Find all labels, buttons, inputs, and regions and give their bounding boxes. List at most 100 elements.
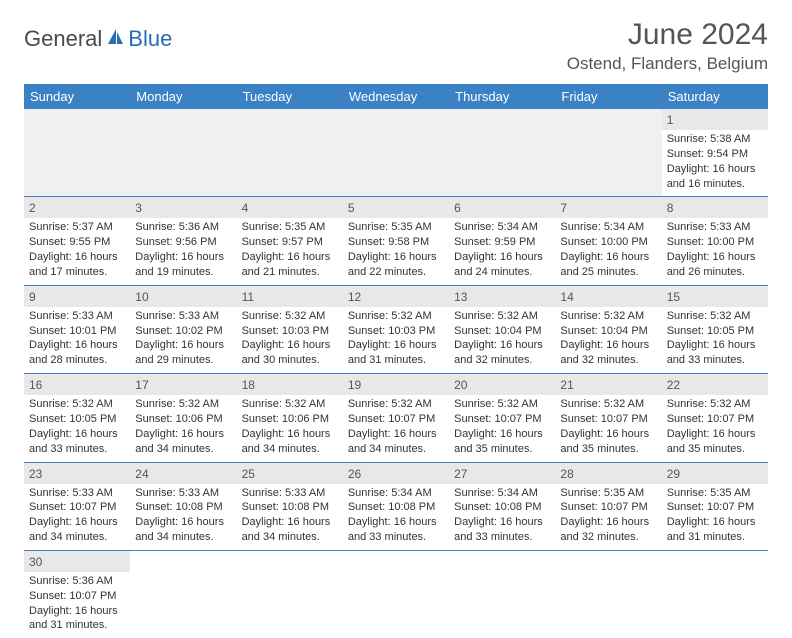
day-cell: 7Sunrise: 5:34 AMSunset: 10:00 PMDayligh… (555, 197, 661, 285)
day-info: Sunrise: 5:32 AMSunset: 10:03 PMDaylight… (348, 309, 444, 368)
day-number: 5 (348, 199, 444, 216)
sunrise-line: Sunrise: 5:37 AM (29, 220, 125, 235)
day-cell: 20Sunrise: 5:32 AMSunset: 10:07 PMDaylig… (449, 374, 555, 462)
daylight-line: Daylight: 16 hours and 31 minutes. (348, 338, 444, 368)
sunrise-line: Sunrise: 5:33 AM (29, 486, 125, 501)
empty-cell (662, 550, 768, 638)
col-header: Thursday (449, 84, 555, 109)
day-number: 23 (29, 465, 125, 482)
day-number: 30 (29, 553, 125, 570)
day-number: 29 (667, 465, 763, 482)
daylight-line: Daylight: 16 hours and 28 minutes. (29, 338, 125, 368)
daylight-line: Daylight: 16 hours and 17 minutes. (29, 250, 125, 280)
sunrise-line: Sunrise: 5:34 AM (454, 486, 550, 501)
empty-cell (237, 550, 343, 638)
empty-cell (130, 109, 236, 197)
day-info: Sunrise: 5:34 AMSunset: 10:08 PMDaylight… (454, 486, 550, 545)
sunset-line: Sunset: 10:02 PM (135, 324, 231, 339)
day-cell: 2Sunrise: 5:37 AMSunset: 9:55 PMDaylight… (24, 197, 130, 285)
empty-cell (343, 550, 449, 638)
title-block: June 2024 Ostend, Flanders, Belgium (567, 18, 768, 74)
week-row: 23Sunrise: 5:33 AMSunset: 10:07 PMDaylig… (24, 462, 768, 550)
day-info: Sunrise: 5:32 AMSunset: 10:06 PMDaylight… (135, 397, 231, 456)
day-info: Sunrise: 5:35 AMSunset: 9:58 PMDaylight:… (348, 220, 444, 279)
daylight-line: Daylight: 16 hours and 32 minutes. (560, 515, 656, 545)
sunset-line: Sunset: 10:00 PM (560, 235, 656, 250)
day-number: 2 (29, 199, 125, 216)
sunset-line: Sunset: 9:54 PM (667, 147, 763, 162)
day-info: Sunrise: 5:32 AMSunset: 10:05 PMDaylight… (29, 397, 125, 456)
day-number: 1 (667, 111, 763, 128)
sunrise-line: Sunrise: 5:34 AM (454, 220, 550, 235)
empty-cell (343, 109, 449, 197)
daylight-line: Daylight: 16 hours and 26 minutes. (667, 250, 763, 280)
col-header: Monday (130, 84, 236, 109)
sunset-line: Sunset: 10:08 PM (454, 500, 550, 515)
sunset-line: Sunset: 10:08 PM (242, 500, 338, 515)
sunset-line: Sunset: 10:07 PM (348, 412, 444, 427)
week-row: 30Sunrise: 5:36 AMSunset: 10:07 PMDaylig… (24, 550, 768, 638)
empty-cell (237, 109, 343, 197)
day-number: 19 (348, 376, 444, 393)
day-number: 21 (560, 376, 656, 393)
sunset-line: Sunset: 9:57 PM (242, 235, 338, 250)
sunset-line: Sunset: 9:56 PM (135, 235, 231, 250)
day-number: 15 (667, 288, 763, 305)
day-cell: 1Sunrise: 5:38 AMSunset: 9:54 PMDaylight… (662, 109, 768, 197)
daylight-line: Daylight: 16 hours and 33 minutes. (454, 515, 550, 545)
sunrise-line: Sunrise: 5:33 AM (29, 309, 125, 324)
col-header: Saturday (662, 84, 768, 109)
day-info: Sunrise: 5:34 AMSunset: 10:00 PMDaylight… (560, 220, 656, 279)
sunset-line: Sunset: 10:07 PM (29, 500, 125, 515)
day-cell: 11Sunrise: 5:32 AMSunset: 10:03 PMDaylig… (237, 285, 343, 373)
day-info: Sunrise: 5:32 AMSunset: 10:07 PMDaylight… (560, 397, 656, 456)
brand-logo: General Blue (24, 18, 172, 52)
daylight-line: Daylight: 16 hours and 34 minutes. (29, 515, 125, 545)
day-cell: 29Sunrise: 5:35 AMSunset: 10:07 PMDaylig… (662, 462, 768, 550)
daylight-line: Daylight: 16 hours and 34 minutes. (135, 515, 231, 545)
day-number: 26 (348, 465, 444, 482)
day-info: Sunrise: 5:36 AMSunset: 9:56 PMDaylight:… (135, 220, 231, 279)
day-cell: 22Sunrise: 5:32 AMSunset: 10:07 PMDaylig… (662, 374, 768, 462)
day-number: 22 (667, 376, 763, 393)
day-info: Sunrise: 5:33 AMSunset: 10:08 PMDaylight… (242, 486, 338, 545)
day-cell: 17Sunrise: 5:32 AMSunset: 10:06 PMDaylig… (130, 374, 236, 462)
day-number: 27 (454, 465, 550, 482)
sunset-line: Sunset: 10:04 PM (560, 324, 656, 339)
day-info: Sunrise: 5:32 AMSunset: 10:05 PMDaylight… (667, 309, 763, 368)
day-cell: 4Sunrise: 5:35 AMSunset: 9:57 PMDaylight… (237, 197, 343, 285)
sunrise-line: Sunrise: 5:35 AM (667, 486, 763, 501)
sunrise-line: Sunrise: 5:33 AM (135, 309, 231, 324)
brand-part2: Blue (128, 26, 172, 52)
day-number: 24 (135, 465, 231, 482)
day-cell: 8Sunrise: 5:33 AMSunset: 10:00 PMDayligh… (662, 197, 768, 285)
sunset-line: Sunset: 10:06 PM (135, 412, 231, 427)
daylight-line: Daylight: 16 hours and 32 minutes. (454, 338, 550, 368)
daylight-line: Daylight: 16 hours and 25 minutes. (560, 250, 656, 280)
day-number: 13 (454, 288, 550, 305)
sunset-line: Sunset: 9:59 PM (454, 235, 550, 250)
day-info: Sunrise: 5:33 AMSunset: 10:08 PMDaylight… (135, 486, 231, 545)
day-info: Sunrise: 5:34 AMSunset: 10:08 PMDaylight… (348, 486, 444, 545)
daylight-line: Daylight: 16 hours and 30 minutes. (242, 338, 338, 368)
day-cell: 13 Sunrise: 5:32 AMSunset: 10:04 PMDaylig… (449, 285, 555, 373)
day-info: Sunrise: 5:32 AMSunset: 10:07 PMDaylight… (348, 397, 444, 456)
sunset-line: Sunset: 10:07 PM (667, 500, 763, 515)
sunrise-line: Sunrise: 5:35 AM (242, 220, 338, 235)
sunrise-line: Sunrise: 5:32 AM (242, 309, 338, 324)
day-number: 3 (135, 199, 231, 216)
sunrise-line: Sunrise: 5:32 AM (560, 309, 656, 324)
day-info: Sunrise: 5:32 AMSunset: 10:04 PMDaylight… (454, 309, 550, 368)
daylight-line: Daylight: 16 hours and 35 minutes. (454, 427, 550, 457)
day-number: 6 (454, 199, 550, 216)
sunrise-line: Sunrise: 5:34 AM (560, 220, 656, 235)
day-number: 20 (454, 376, 550, 393)
sunset-line: Sunset: 10:07 PM (29, 589, 125, 604)
day-number: 25 (242, 465, 338, 482)
sunrise-line: Sunrise: 5:32 AM (242, 397, 338, 412)
sunrise-line: Sunrise: 5:33 AM (667, 220, 763, 235)
daylight-line: Daylight: 16 hours and 29 minutes. (135, 338, 231, 368)
day-number: 10 (135, 288, 231, 305)
header-row: SundayMondayTuesdayWednesdayThursdayFrid… (24, 84, 768, 109)
sunset-line: Sunset: 10:07 PM (667, 412, 763, 427)
